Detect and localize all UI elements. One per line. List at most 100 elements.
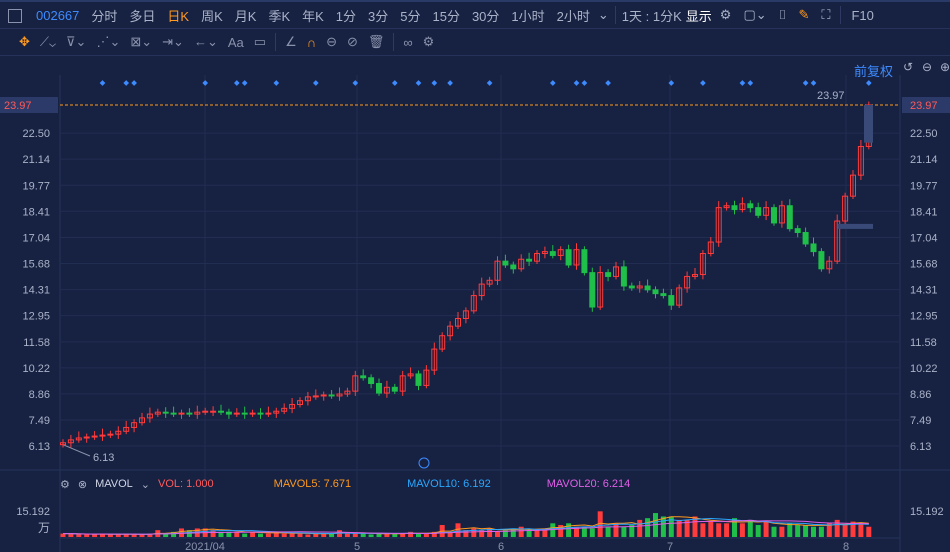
period-tab[interactable]: 分时 — [91, 8, 118, 24]
candle-body — [786, 205, 793, 230]
period-tab[interactable]: 1分 — [335, 8, 357, 24]
polyline-tool-icon[interactable]: ⊽⌄ — [66, 34, 87, 49]
text-tool[interactable]: Aa — [227, 34, 244, 50]
event-marker-icon — [202, 80, 209, 86]
hide-icon[interactable]: ⊘ — [346, 34, 358, 49]
lock-icon[interactable]: ⊖ — [326, 34, 337, 49]
zoom-out-icon[interactable]: ⊖ — [922, 60, 933, 74]
candle — [541, 246, 548, 259]
event-marker-icon — [312, 80, 319, 86]
stock-code[interactable]: 002667 — [36, 7, 80, 23]
candle-body — [565, 249, 572, 266]
event-marker-icon — [233, 80, 240, 86]
chevron-down-icon[interactable]: ⌄ — [140, 479, 151, 491]
magnet-icon[interactable]: ∩ — [306, 34, 317, 50]
move-icon[interactable]: ✥ — [19, 34, 30, 49]
volume-bar — [147, 533, 153, 537]
mavol-title[interactable]: MAVOL — [95, 478, 133, 490]
price-tick-right: 10.22 — [910, 363, 938, 375]
candle — [186, 408, 193, 417]
volume-bar — [368, 534, 374, 537]
range-tool-icon[interactable]: ⇥⌄ — [162, 34, 184, 49]
line-tool-icon[interactable]: ⟋⌄ — [39, 34, 57, 49]
gear-icon[interactable]: ⚙ — [719, 7, 732, 22]
price-tick-right: 18.41 — [910, 206, 938, 218]
period-tab[interactable]: 年K — [302, 8, 324, 24]
candle-body — [368, 377, 375, 384]
wave-tool-icon[interactable]: ⋰⌄ — [96, 34, 121, 49]
zoom-in-icon[interactable]: ⊕ — [940, 60, 950, 74]
candle-body — [486, 279, 493, 285]
period-tab[interactable]: 季K — [268, 8, 291, 24]
volume-bar — [471, 528, 477, 537]
period-tab[interactable]: 2小时 — [556, 8, 590, 24]
candle — [281, 403, 288, 415]
candle — [628, 282, 635, 291]
candle — [67, 434, 74, 448]
event-marker-icon — [273, 80, 280, 86]
date-tick: 5 — [354, 541, 360, 552]
candle-body — [644, 285, 651, 291]
event-marker-icon — [241, 80, 248, 86]
candle — [462, 307, 469, 324]
volume-bar — [131, 534, 137, 537]
layout-icon[interactable]: ▢⌄ — [743, 7, 767, 22]
period-tab[interactable]: 3分 — [368, 8, 389, 24]
volume-bar — [431, 531, 437, 537]
pencil-icon[interactable]: ✎ — [798, 7, 810, 22]
undo-icon[interactable]: ↺ — [903, 60, 914, 74]
candle — [233, 408, 240, 417]
period-tab[interactable]: 15分 — [432, 8, 460, 24]
price-tick-left: 19.77 — [22, 180, 50, 192]
adjust-select[interactable]: 前复权 — [854, 64, 894, 79]
interval-select[interactable]: 1天 : 1分K — [621, 8, 682, 24]
price-tick-left: 11.58 — [23, 337, 50, 349]
volume-bar — [313, 533, 319, 537]
period-tab[interactable]: 1小时 — [511, 8, 545, 24]
period-tab[interactable]: 30分 — [471, 8, 500, 24]
volume-bar — [115, 534, 121, 537]
period-tab[interactable]: 月K — [234, 8, 257, 24]
display-select[interactable]: 显示 — [685, 8, 712, 24]
period-tab[interactable]: 多日 — [129, 8, 156, 24]
volume-bar — [558, 525, 564, 537]
period-tab[interactable]: 周K — [201, 8, 223, 24]
volume-bar — [692, 516, 698, 537]
trash-icon[interactable]: 🗑 — [367, 34, 385, 49]
candle-body — [376, 382, 382, 394]
candle — [739, 197, 746, 213]
candle-body — [146, 413, 153, 419]
gear-icon[interactable]: ⚙ — [60, 479, 70, 491]
period-tab[interactable]: 日K — [167, 8, 190, 24]
camera-icon[interactable]: ⌷ — [778, 7, 787, 22]
candle — [763, 201, 770, 221]
candle — [715, 201, 722, 247]
settings-icon[interactable]: ⚙ — [422, 34, 435, 49]
fullscreen-icon[interactable]: ⛶ — [821, 7, 831, 22]
close-icon[interactable]: ⊗ — [77, 479, 88, 491]
f10-button[interactable]: F10 — [851, 7, 874, 23]
candle — [75, 431, 82, 443]
candle — [210, 406, 217, 416]
volume-bar — [510, 528, 516, 537]
link-icon[interactable]: ∞ — [403, 34, 413, 50]
candlestick-chart[interactable]: 2021/04 5 6 7 8 22.50 22.50 21.14 21.14 19.77 19.7… — [0, 75, 950, 552]
price-tick-right: 11.58 — [910, 337, 937, 349]
volume-bar — [487, 528, 493, 537]
angle-icon[interactable]: ∠ — [285, 34, 297, 49]
candle — [557, 246, 564, 261]
sidebar-toggle-icon[interactable] — [0, 7, 30, 23]
volume-bar — [321, 533, 327, 537]
candle — [225, 408, 232, 419]
candle-body — [771, 207, 777, 224]
period-tab[interactable]: 5分 — [400, 8, 421, 24]
volume-bar — [826, 523, 832, 537]
candle — [510, 261, 517, 274]
arrow-tool-icon[interactable]: ←⌄ — [193, 34, 218, 49]
volume-bar — [360, 533, 366, 537]
fib-tool-icon[interactable]: ⊠⌄ — [130, 34, 153, 49]
chevron-down-icon[interactable]: ⌄ — [597, 7, 609, 22]
candle-body — [439, 335, 446, 350]
comment-icon[interactable]: ▭ — [253, 34, 267, 49]
volume-bar — [226, 531, 232, 537]
